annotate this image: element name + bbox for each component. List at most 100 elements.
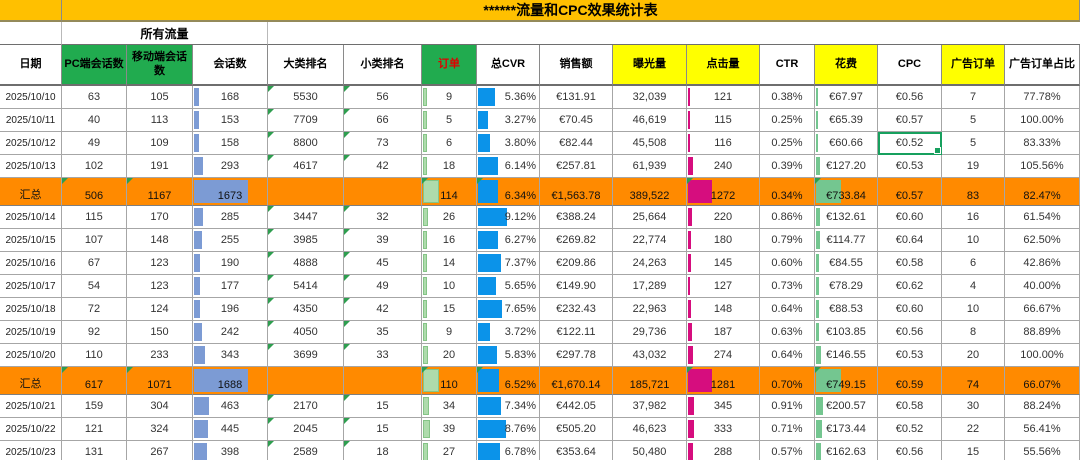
cell-mobile[interactable]: 109 <box>127 132 193 155</box>
cell-spend[interactable]: €88.53 <box>815 298 878 321</box>
cell-date[interactable]: 2025/10/14 <box>0 206 62 229</box>
cell-clicks[interactable]: 145 <box>687 252 760 275</box>
cell-ctr[interactable]: 0.34% <box>760 178 815 206</box>
cell-sessions[interactable]: 190 <box>193 252 268 275</box>
cell-clicks[interactable]: 288 <box>687 441 760 460</box>
cell-impressions[interactable]: 43,032 <box>613 344 687 367</box>
cell-orders[interactable]: 9 <box>422 321 477 344</box>
cell-ad_orders[interactable]: 7 <box>942 86 1005 109</box>
cell-orders[interactable]: 16 <box>422 229 477 252</box>
cell-clicks[interactable]: 127 <box>687 275 760 298</box>
cell-cat_rank[interactable]: 3985 <box>268 229 344 252</box>
cell-sales[interactable]: €232.43 <box>540 298 613 321</box>
cell-pc[interactable]: 121 <box>62 418 127 441</box>
cell-sub_rank[interactable]: 35 <box>344 321 422 344</box>
cell-ad_ratio[interactable]: 82.47% <box>1005 178 1080 206</box>
title-row-stub-cell[interactable] <box>0 0 62 22</box>
cell-cpc[interactable]: €0.57 <box>878 178 942 206</box>
cell-impressions[interactable]: 17,289 <box>613 275 687 298</box>
cell-impressions[interactable]: 46,619 <box>613 109 687 132</box>
cell-sub_rank[interactable]: 15 <box>344 395 422 418</box>
cell-cpc[interactable]: €0.58 <box>878 395 942 418</box>
cell-sales[interactable]: €353.64 <box>540 441 613 460</box>
cell-orders[interactable]: 6 <box>422 132 477 155</box>
cell-date[interactable]: 2025/10/15 <box>0 229 62 252</box>
cell-pc[interactable]: 67 <box>62 252 127 275</box>
cell-cat_rank[interactable]: 5414 <box>268 275 344 298</box>
cell-pc[interactable]: 131 <box>62 441 127 460</box>
cell-cat_rank[interactable]: 8800 <box>268 132 344 155</box>
cell-sub_rank[interactable]: 73 <box>344 132 422 155</box>
cell-cvr[interactable]: 7.37% <box>477 252 540 275</box>
cell-ad_orders[interactable]: 4 <box>942 275 1005 298</box>
cell-ad_ratio[interactable]: 42.86% <box>1005 252 1080 275</box>
cell-cat_rank[interactable]: 3699 <box>268 344 344 367</box>
cell-date[interactable]: 2025/10/10 <box>0 86 62 109</box>
cell-ctr[interactable]: 0.39% <box>760 155 815 178</box>
cell-cat_rank[interactable]: 2170 <box>268 395 344 418</box>
cell-cvr[interactable]: 6.14% <box>477 155 540 178</box>
cell-mobile[interactable]: 1071 <box>127 367 193 395</box>
cell-cpc[interactable]: €0.52 <box>878 418 942 441</box>
sheet-title-cell[interactable]: ******流量和CPC效果统计表 <box>62 0 1080 22</box>
cell-date[interactable]: 2025/10/13 <box>0 155 62 178</box>
cell-cvr[interactable]: 5.65% <box>477 275 540 298</box>
cell-ad_ratio[interactable]: 105.56% <box>1005 155 1080 178</box>
column-header-impressions[interactable]: 曝光量 <box>613 45 687 86</box>
cell-orders[interactable]: 18 <box>422 155 477 178</box>
cell-spend[interactable]: €114.77 <box>815 229 878 252</box>
cell-mobile[interactable]: 170 <box>127 206 193 229</box>
column-header-spend[interactable]: 花费 <box>815 45 878 86</box>
cell-date[interactable]: 2025/10/19 <box>0 321 62 344</box>
cell-cpc[interactable]: €0.53 <box>878 344 942 367</box>
column-header-clicks[interactable]: 点击量 <box>687 45 760 86</box>
cell-sales[interactable]: €257.81 <box>540 155 613 178</box>
cell-cvr[interactable]: 5.36% <box>477 86 540 109</box>
cell-clicks[interactable]: 345 <box>687 395 760 418</box>
cell-sales[interactable]: €82.44 <box>540 132 613 155</box>
cell-orders[interactable]: 10 <box>422 275 477 298</box>
cell-sales[interactable]: €1,563.78 <box>540 178 613 206</box>
cell-sub_rank[interactable]: 39 <box>344 229 422 252</box>
cell-ad_ratio[interactable]: 83.33% <box>1005 132 1080 155</box>
cell-date[interactable]: 2025/10/18 <box>0 298 62 321</box>
cell-cat_rank[interactable]: 4350 <box>268 298 344 321</box>
cell-pc[interactable]: 506 <box>62 178 127 206</box>
cell-cvr[interactable]: 7.34% <box>477 395 540 418</box>
cell-spend[interactable]: €84.55 <box>815 252 878 275</box>
column-header-sessions[interactable]: 会话数 <box>193 45 268 86</box>
cell-sales[interactable]: €269.82 <box>540 229 613 252</box>
column-header-cvr[interactable]: 总CVR <box>477 45 540 86</box>
cell-cat_rank[interactable]: 4888 <box>268 252 344 275</box>
cell-cvr[interactable]: 6.52% <box>477 367 540 395</box>
column-header-sub_rank[interactable]: 小类排名 <box>344 45 422 86</box>
cell-spend[interactable]: €78.29 <box>815 275 878 298</box>
cell-ctr[interactable]: 0.57% <box>760 441 815 460</box>
cell-cvr[interactable]: 3.72% <box>477 321 540 344</box>
cell-sessions[interactable]: 158 <box>193 132 268 155</box>
cell-cpc[interactable]: €0.60 <box>878 206 942 229</box>
cell-sessions[interactable]: 196 <box>193 298 268 321</box>
cell-cpc[interactable]: €0.56 <box>878 441 942 460</box>
cell-spend[interactable]: €146.55 <box>815 344 878 367</box>
cell-ad_ratio[interactable]: 61.54% <box>1005 206 1080 229</box>
cell-ad_ratio[interactable]: 100.00% <box>1005 344 1080 367</box>
column-header-pc[interactable]: PC端会话数 <box>62 45 127 86</box>
cell-cat_rank[interactable]: 2589 <box>268 441 344 460</box>
cell-spend[interactable]: €60.66 <box>815 132 878 155</box>
cell-pc[interactable]: 107 <box>62 229 127 252</box>
cell-spend[interactable]: €67.97 <box>815 86 878 109</box>
cell-impressions[interactable]: 61,939 <box>613 155 687 178</box>
cell-sessions[interactable]: 255 <box>193 229 268 252</box>
cell-ad_orders[interactable]: 10 <box>942 229 1005 252</box>
cell-date[interactable]: 2025/10/12 <box>0 132 62 155</box>
cell-mobile[interactable]: 267 <box>127 441 193 460</box>
cell-ctr[interactable]: 0.38% <box>760 86 815 109</box>
cell-pc[interactable]: 40 <box>62 109 127 132</box>
cell-impressions[interactable]: 46,623 <box>613 418 687 441</box>
cell-ad_orders[interactable]: 22 <box>942 418 1005 441</box>
cell-sales[interactable]: €131.91 <box>540 86 613 109</box>
cell-sessions[interactable]: 1673 <box>193 178 268 206</box>
cell-sub_rank[interactable]: 42 <box>344 298 422 321</box>
cell-clicks[interactable]: 148 <box>687 298 760 321</box>
